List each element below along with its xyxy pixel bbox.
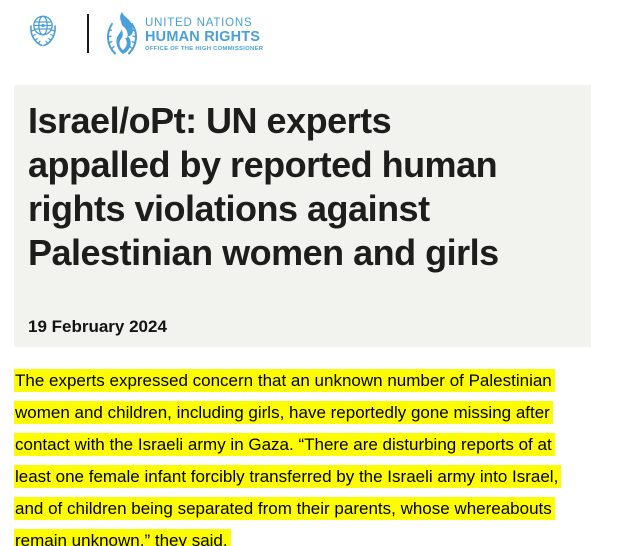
article-body: The experts expressed concern that an un… bbox=[14, 369, 562, 546]
article-headline: Israel/oPt: UN experts appalled by repor… bbox=[28, 99, 581, 275]
article-date: 19 February 2024 bbox=[28, 317, 167, 336]
ohchr-logo-text: UNITED NATIONS HUMAN RIGHTS OFFICE OF TH… bbox=[145, 17, 263, 53]
highlighted-body-line-1: The experts expressed concern that an un… bbox=[14, 369, 555, 392]
highlighted-body-line-5: and of children being separated from the… bbox=[14, 497, 555, 520]
highlighted-body-line-4: least one female infant forcibly transfe… bbox=[14, 465, 562, 488]
un-emblem-logo[interactable] bbox=[27, 12, 59, 49]
highlighted-body-line-2: women and children, including girls, hav… bbox=[14, 401, 553, 424]
page-header: UNITED NATIONS HUMAN RIGHTS OFFICE OF TH… bbox=[0, 0, 622, 72]
headline-box: Israel/oPt: UN experts appalled by repor… bbox=[14, 85, 591, 347]
ohchr-flame-icon bbox=[103, 10, 141, 58]
logo-text-human-rights: HUMAN RIGHTS bbox=[145, 29, 261, 45]
headline-line-3: rights violations against bbox=[28, 188, 430, 229]
headline-line-1: Israel/oPt: UN experts bbox=[28, 100, 392, 141]
highlighted-body-line-6: remain unknown,” they said. bbox=[14, 529, 231, 546]
headline-line-2: appalled by reported human bbox=[28, 144, 498, 185]
un-globe-icon bbox=[27, 15, 59, 53]
logo-text-united-nations: UNITED NATIONS bbox=[145, 17, 253, 29]
logo-text-office-of-high-commissioner: OFFICE OF THE HIGH COMMISSIONER bbox=[145, 46, 264, 52]
highlighted-body-line-3: contact with the Israeli army in Gaza. “… bbox=[14, 433, 555, 456]
logo-divider bbox=[87, 14, 89, 53]
ohchr-logo[interactable]: UNITED NATIONS HUMAN RIGHTS OFFICE OF TH… bbox=[103, 10, 263, 58]
headline-line-4: Palestinian women and girls bbox=[28, 232, 499, 273]
